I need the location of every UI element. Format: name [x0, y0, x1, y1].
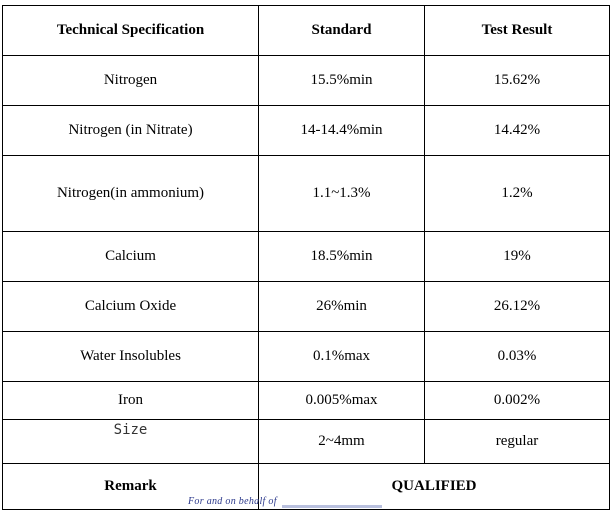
result-cell: 14.42% — [424, 105, 610, 156]
table-row: Size 2~4mm regular — [2, 419, 610, 464]
signature-stamp-mark — [282, 505, 382, 508]
table-row: Iron 0.005%max 0.002% — [2, 381, 610, 420]
result-cell: 1.2% — [424, 155, 610, 232]
size-label: Size — [113, 422, 148, 438]
remark-value: QUALIFIED — [258, 463, 610, 510]
standard-cell: 15.5%min — [258, 55, 425, 106]
spec-cell: Calcium — [2, 231, 259, 282]
standard-cell: 26%min — [258, 281, 425, 332]
result-cell: 15.62% — [424, 55, 610, 106]
header-test-result: Test Result — [424, 5, 610, 56]
result-cell: 19% — [424, 231, 610, 282]
table-row: Nitrogen 15.5%min 15.62% — [2, 55, 610, 106]
standard-cell: 14-14.4%min — [258, 105, 425, 156]
spec-cell: Nitrogen (in Nitrate) — [2, 105, 259, 156]
table-header-row: Technical Specification Standard Test Re… — [2, 5, 610, 56]
table-row: Calcium 18.5%min 19% — [2, 231, 610, 282]
remark-label: Remark — [2, 463, 259, 510]
spec-cell: Nitrogen — [2, 55, 259, 106]
table-row: Calcium Oxide 26%min 26.12% — [2, 281, 610, 332]
specification-table: Technical Specification Standard Test Re… — [2, 5, 610, 510]
result-cell: regular — [424, 419, 610, 464]
header-technical-specification: Technical Specification — [2, 5, 259, 56]
table-row: Nitrogen (in Nitrate) 14-14.4%min 14.42% — [2, 105, 610, 156]
spec-cell: Calcium Oxide — [2, 281, 259, 332]
header-standard: Standard — [258, 5, 425, 56]
standard-cell: 0.005%max — [258, 381, 425, 420]
remark-row: Remark QUALIFIED — [2, 463, 610, 510]
spec-cell: Water Insolubles — [2, 331, 259, 382]
table-row: Nitrogen(in ammonium) 1.1~1.3% 1.2% — [2, 155, 610, 232]
standard-cell: 1.1~1.3% — [258, 155, 425, 232]
standard-cell: 2~4mm — [258, 419, 425, 464]
standard-cell: 0.1%max — [258, 331, 425, 382]
spec-cell: Iron — [2, 381, 259, 420]
result-cell: 0.002% — [424, 381, 610, 420]
result-cell: 0.03% — [424, 331, 610, 382]
standard-cell: 18.5%min — [258, 231, 425, 282]
signature-stamp-text: For and on behalf of — [188, 496, 277, 507]
result-cell: 26.12% — [424, 281, 610, 332]
spec-cell: Size — [2, 419, 259, 464]
spec-cell: Nitrogen(in ammonium) — [2, 155, 259, 232]
table-row: Water Insolubles 0.1%max 0.03% — [2, 331, 610, 382]
